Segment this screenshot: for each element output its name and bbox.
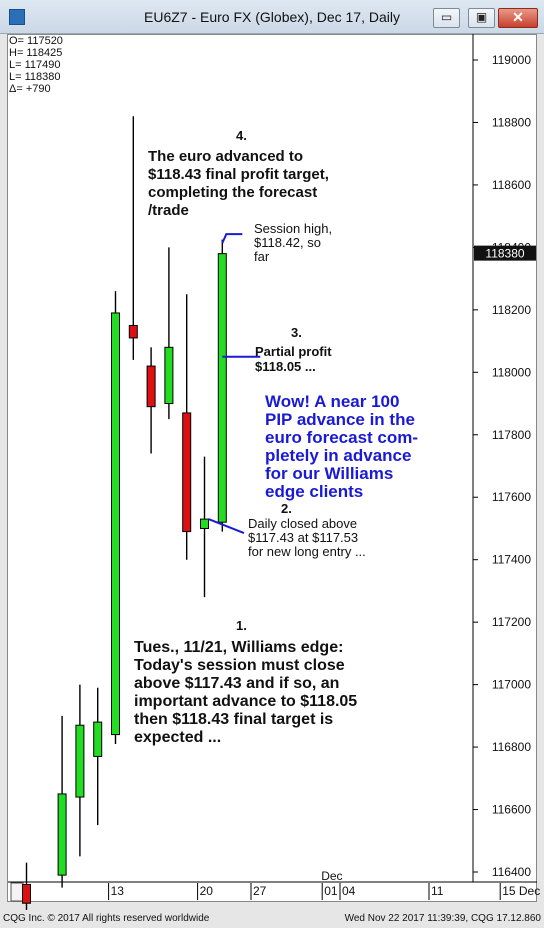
close-above-pointer	[208, 518, 245, 535]
readout-change: Δ= +790	[9, 83, 51, 95]
up-candle	[217, 253, 227, 523]
note1-line: Today's session must close	[134, 657, 345, 674]
wow-line: edge clients	[265, 482, 363, 501]
last-price-tag-label: 118380	[485, 247, 524, 261]
note2-number: 2.	[281, 501, 292, 516]
note4-line: $118.43 final profit target,	[148, 166, 329, 183]
price-tick-label: 117600	[492, 490, 531, 504]
note4-number: 4.	[236, 128, 247, 143]
minimize-icon: ▭	[440, 10, 453, 24]
annotation-markers	[208, 233, 261, 535]
down-candle	[128, 324, 138, 339]
session-high-line: Session high,	[254, 221, 332, 236]
note2-line: $117.43 at $117.53	[248, 530, 358, 545]
time-tick-label: 01	[324, 884, 338, 898]
note3-number: 3.	[291, 325, 302, 340]
copyright-text: CQG Inc. © 2017 All rights reserved worl…	[3, 913, 210, 924]
wow-line: pletely in advance	[265, 446, 411, 465]
note1-line: expected ...	[134, 729, 221, 746]
wow-line: for our Williams	[265, 464, 393, 483]
down-candle	[146, 365, 156, 408]
candles	[22, 116, 227, 910]
note4-line: completing the forecast	[148, 184, 317, 201]
note1-line: above $117.43 and if so, an	[134, 675, 339, 692]
wow-line: euro forecast com-	[265, 428, 418, 447]
note1-line: Tues., 11/21, Williams edge:	[134, 639, 343, 656]
readout-last: L= 118380	[9, 71, 61, 83]
month-label: Dec	[321, 869, 342, 883]
up-candle	[75, 724, 85, 798]
time-scroll-handle[interactable]	[10, 882, 24, 902]
price-tick-label: 117400	[492, 553, 531, 567]
chart-frame	[7, 34, 537, 902]
price-axis: 116400 116600 116800 117000 117200 117400 1176…	[473, 53, 531, 879]
note1-text: Tues., 11/21, Williams edge: Today's ses…	[134, 639, 357, 746]
time-axis: 13 20 27 01 04 11 15 Dec Dec	[108, 869, 540, 900]
note1-number: 1.	[236, 618, 247, 633]
session-high-line: $118.42, so	[254, 235, 321, 250]
note3-text: Partial profit $118.05 ...	[255, 344, 332, 374]
up-candle	[111, 312, 120, 736]
price-tick-label: 117800	[492, 428, 531, 442]
session-high-pointer	[221, 233, 243, 244]
close-icon: ✕	[512, 9, 524, 25]
price-tick-label: 119000	[492, 53, 531, 67]
window-title: EU6Z7 - Euro FX (Globex), Dec 17, Daily	[144, 9, 400, 25]
wow-note: Wow! A near 100 PIP advance in the euro …	[265, 392, 418, 501]
note2-line: Daily closed above	[248, 516, 357, 531]
price-tick-label: 118600	[492, 178, 531, 192]
up-candle	[200, 518, 209, 529]
app-icon	[9, 9, 25, 25]
note2-text: Daily closed above $117.43 at $117.53 fo…	[248, 516, 366, 559]
time-tick-label: 15 Dec	[502, 884, 540, 898]
price-tick-label: 118200	[492, 303, 531, 317]
up-candle	[164, 346, 174, 405]
readout-open: O= 117520	[9, 35, 63, 47]
price-tick-label: 116800	[492, 740, 531, 754]
session-high-note: Session high, $118.42, so far	[254, 221, 332, 264]
note4-line: /trade	[148, 202, 189, 219]
price-tick-label: 118800	[492, 115, 531, 129]
time-tick-label: 11	[431, 884, 444, 898]
note4-line: The euro advanced to	[148, 148, 303, 165]
wow-line: PIP advance in the	[265, 410, 415, 429]
up-candle	[93, 721, 103, 757]
title-bar: EU6Z7 - Euro FX (Globex), Dec 17, Daily …	[0, 0, 544, 34]
down-candle	[22, 883, 31, 904]
down-candle	[182, 412, 192, 533]
maximize-icon: ▣	[475, 10, 488, 24]
price-tick-label: 118000	[492, 365, 531, 379]
price-tick-label: 116400	[492, 865, 531, 879]
readout-high: H= 118425	[9, 47, 62, 59]
wow-line: Wow! A near 100	[265, 392, 399, 411]
price-tick-label: 117000	[492, 678, 531, 692]
up-candle	[57, 793, 67, 876]
time-tick-label: 27	[253, 884, 267, 898]
session-high-line: far	[254, 249, 270, 264]
status-bar: CQG Inc. © 2017 All rights reserved worl…	[0, 910, 544, 928]
price-tick-label: 116600	[492, 803, 531, 817]
note3-line: Partial profit	[255, 344, 332, 359]
maximize-button[interactable]: ▣	[468, 8, 495, 28]
time-tick-label: 13	[111, 884, 125, 898]
note1-line: important advance to $118.05	[134, 693, 357, 710]
price-tick-label: 117200	[492, 615, 531, 629]
minimize-button[interactable]: ▭	[433, 8, 460, 28]
time-tick-label: 20	[200, 884, 214, 898]
ohlc-readout: O= 117520 H= 118425 L= 117490 L= 118380 …	[9, 35, 63, 95]
timestamp-text: Wed Nov 22 2017 11:39:39, CQG 17.12.860	[344, 913, 541, 924]
close-button[interactable]: ✕	[498, 8, 538, 28]
time-tick-label: 04	[342, 884, 356, 898]
note3-line: $118.05 ...	[255, 359, 316, 374]
note1-line: then $118.43 final target is	[134, 711, 333, 728]
note4-text: The euro advanced to $118.43 final profi…	[148, 148, 329, 219]
readout-low: L= 117490	[9, 59, 61, 71]
last-price-tag	[474, 245, 536, 261]
note2-line: for new long entry ...	[248, 544, 366, 559]
